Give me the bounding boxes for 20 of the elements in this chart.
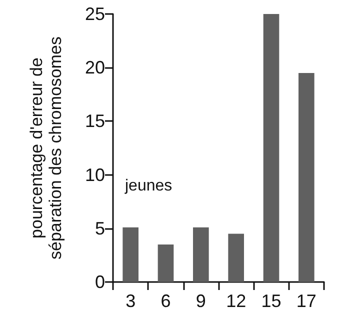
bar — [158, 244, 174, 282]
y-axis-title: pourcentage d'erreur de séparation des chromosomes — [27, 36, 65, 260]
y-tick-label: 5 — [94, 218, 105, 238]
bar — [122, 227, 138, 282]
x-tick-label: 15 — [261, 291, 282, 311]
x-tick-label: 17 — [296, 291, 316, 311]
x-tick-label: 12 — [226, 291, 246, 311]
x-tick-label: 9 — [196, 291, 206, 311]
bar — [228, 234, 244, 282]
bar — [298, 72, 314, 282]
annotation: jeunes — [124, 178, 172, 194]
bar — [263, 14, 280, 282]
y-tick-label: 25 — [84, 4, 105, 24]
y-tick-label: 0 — [94, 272, 105, 292]
y-tick-label: 20 — [84, 58, 105, 78]
bar — [193, 227, 209, 282]
x-tick-label: 3 — [126, 291, 136, 311]
y-tick-label: 15 — [84, 111, 105, 132]
y-tick-label: 10 — [84, 164, 105, 185]
x-tick-label: 6 — [160, 291, 171, 311]
